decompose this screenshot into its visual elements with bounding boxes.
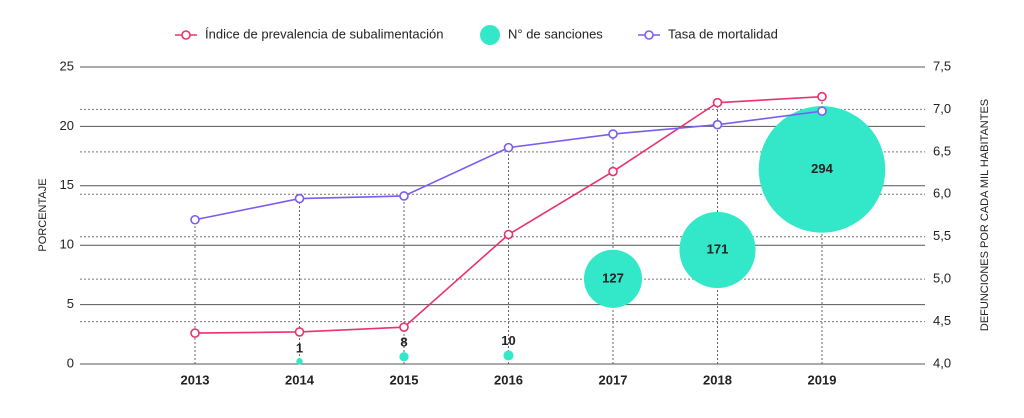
value-label: 8	[400, 335, 407, 350]
bubble	[296, 358, 303, 365]
point	[817, 106, 827, 116]
point	[399, 322, 409, 332]
x-tick-label: 2016	[494, 372, 523, 387]
point	[503, 142, 514, 153]
legend-label: Tasa de mortalidad	[668, 26, 778, 41]
y-tick-label: 25	[60, 58, 74, 73]
y2-tick-label: 4,0	[933, 355, 951, 370]
legend-label: Índice de prevalencia de subalimentación	[205, 26, 444, 41]
point	[294, 327, 305, 337]
legend-label: N° de sanciones	[508, 26, 603, 41]
value-label: 10	[501, 333, 515, 348]
point	[399, 191, 409, 201]
y2-axis-title: DEFUNCIONES POR CADA MIL HABITANTES	[979, 99, 991, 331]
y-axis-title: PORCENTAJE	[37, 178, 49, 251]
y-tick-label: 5	[67, 296, 74, 311]
y2-tick-label: 7,5	[933, 58, 951, 73]
point	[190, 214, 200, 225]
y-tick-label: 0	[67, 355, 74, 370]
point	[190, 328, 200, 338]
y2-tick-label: 4,5	[933, 313, 951, 328]
y2-tick-label: 7,0	[933, 101, 951, 116]
x-tick-label: 2015	[390, 372, 419, 387]
y2-tick-label: 5,5	[933, 228, 951, 243]
point	[817, 91, 827, 102]
x-tick-label: 2013	[181, 372, 210, 387]
x-tick-label: 2018	[703, 372, 732, 387]
y2-tick-label: 5,0	[933, 271, 951, 286]
y-tick-label: 15	[60, 177, 74, 192]
value-label: 294	[811, 161, 833, 176]
point	[503, 229, 514, 240]
y2-tick-label: 6,5	[933, 143, 951, 158]
y-tick-label: 10	[60, 237, 74, 252]
bubble	[679, 211, 756, 289]
point	[712, 97, 723, 108]
value-label: 171	[707, 241, 729, 256]
legend-marker	[181, 30, 191, 40]
point	[712, 119, 723, 130]
point	[294, 193, 305, 204]
point	[608, 166, 618, 177]
y2-tick-label: 6,0	[933, 186, 951, 201]
bubble	[399, 352, 409, 362]
point	[608, 129, 618, 139]
bubble	[583, 249, 643, 308]
legend-marker	[480, 25, 500, 45]
bubble	[758, 106, 886, 233]
bubble	[503, 350, 514, 361]
y-tick-label: 20	[60, 118, 74, 133]
value-label: 127	[602, 270, 624, 285]
legend-marker	[644, 30, 654, 40]
x-tick-label: 2019	[808, 372, 837, 387]
value-label: 1	[296, 341, 303, 356]
x-tick-label: 2014	[285, 372, 315, 387]
x-tick-label: 2017	[599, 372, 628, 387]
